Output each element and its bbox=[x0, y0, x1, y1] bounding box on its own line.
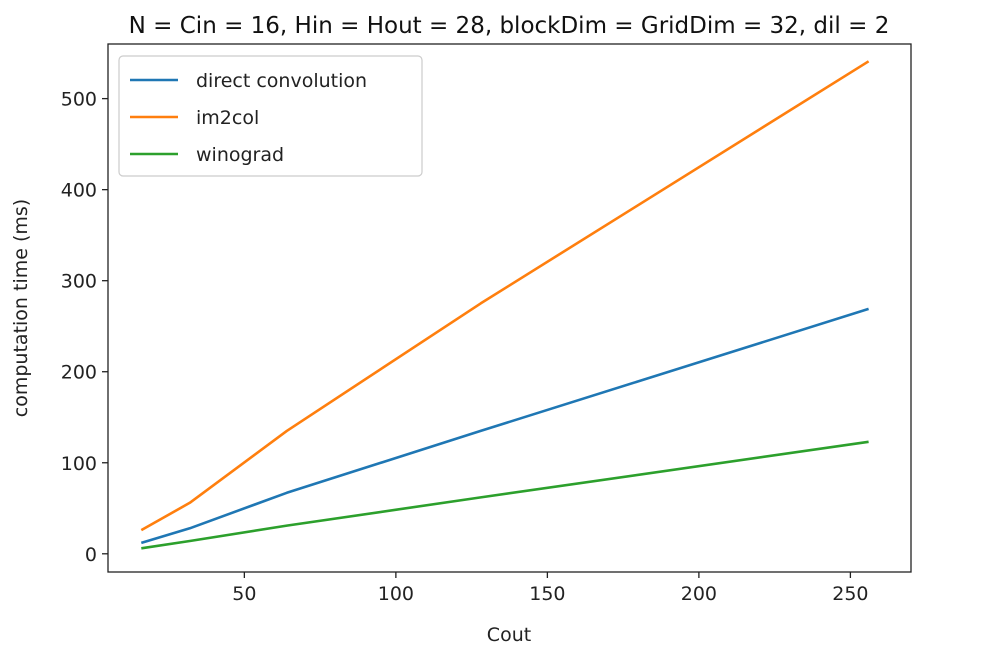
x-tick-label: 200 bbox=[681, 583, 717, 605]
series-lines bbox=[140, 60, 870, 550]
legend-label-direct-convolution: direct convolution bbox=[196, 70, 367, 92]
legend-box bbox=[118, 55, 423, 177]
y-tick-label: 0 bbox=[85, 544, 97, 566]
legend-label-im2col: im2col bbox=[196, 107, 259, 129]
y-axis-label: computation time (ms) bbox=[10, 199, 32, 417]
x-axis: 50 100 150 200 250 bbox=[232, 572, 869, 605]
y-tick-label: 500 bbox=[61, 89, 97, 111]
y-tick-label: 300 bbox=[61, 271, 97, 293]
x-tick-label: 100 bbox=[378, 583, 414, 605]
y-axis: 0 100 200 300 400 500 bbox=[61, 89, 108, 566]
chart-title: N = Cin = 16, Hin = Hout = 28, blockDim … bbox=[129, 13, 890, 39]
legend-label-winograd: winograd bbox=[196, 144, 284, 166]
x-tick-label: 50 bbox=[232, 583, 256, 605]
legend: direct convolution im2col winograd bbox=[118, 55, 423, 177]
series-line-winograd bbox=[141, 440, 869, 550]
series-line-direct-convolution bbox=[140, 307, 869, 545]
x-axis-label: Cout bbox=[487, 624, 531, 646]
y-tick-label: 100 bbox=[61, 453, 97, 475]
y-tick-label: 200 bbox=[61, 362, 97, 384]
y-tick-label: 400 bbox=[61, 180, 97, 202]
x-tick-label: 150 bbox=[529, 583, 565, 605]
series-line-im2col bbox=[140, 60, 870, 532]
x-tick-label: 250 bbox=[832, 583, 868, 605]
